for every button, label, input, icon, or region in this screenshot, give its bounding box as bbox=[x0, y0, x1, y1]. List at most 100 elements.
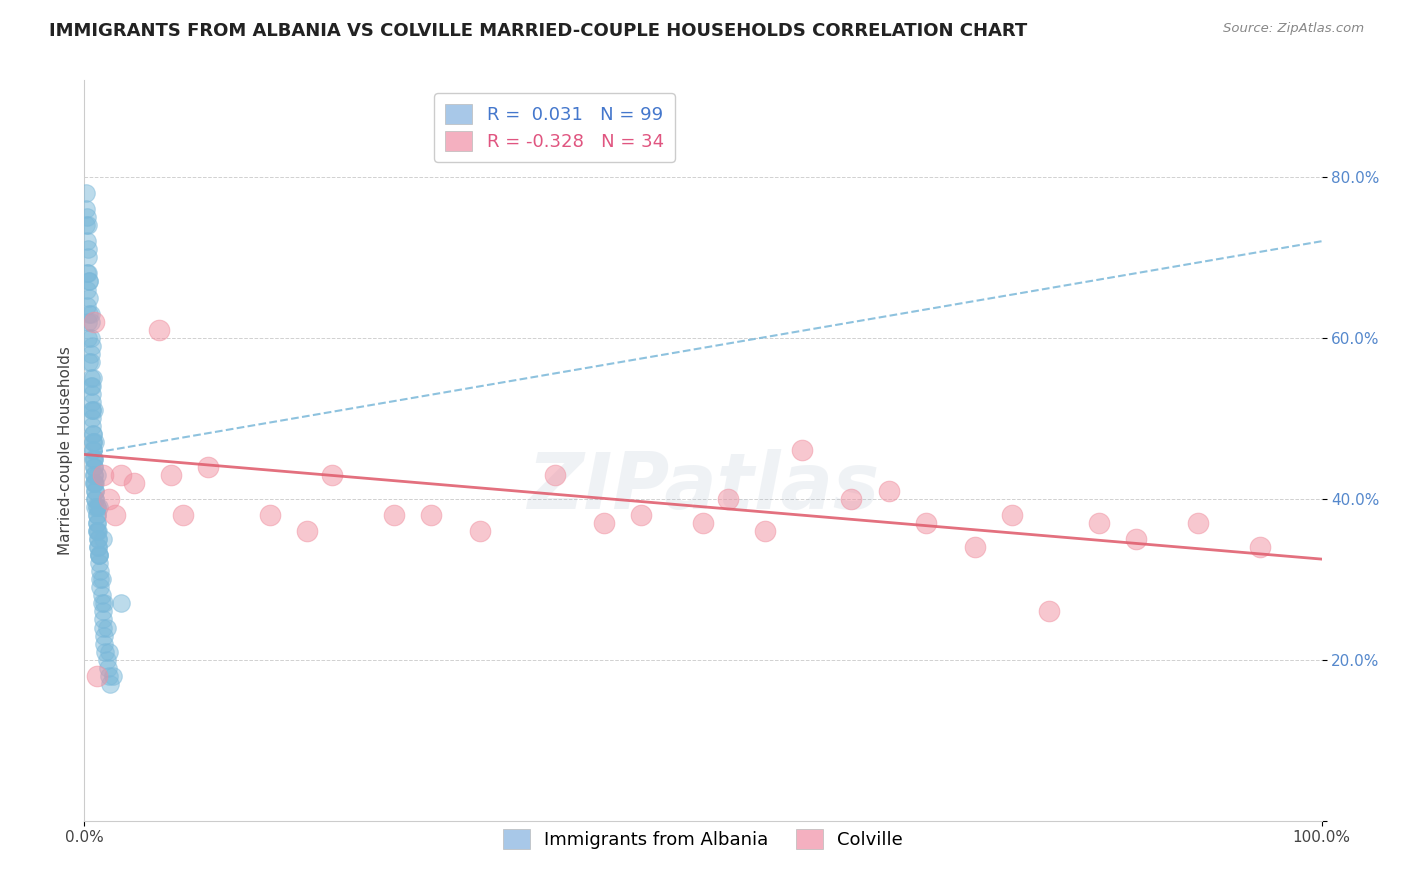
Point bbox=[86, 516, 108, 530]
Point bbox=[965, 540, 987, 554]
Point bbox=[80, 411, 103, 425]
Point bbox=[86, 508, 108, 522]
Point bbox=[83, 475, 105, 490]
Point bbox=[76, 299, 98, 313]
Point bbox=[470, 524, 492, 538]
Point bbox=[83, 467, 105, 482]
Point bbox=[197, 459, 219, 474]
Point bbox=[89, 556, 111, 570]
Point bbox=[91, 532, 114, 546]
Point bbox=[82, 443, 104, 458]
Point bbox=[84, 475, 107, 490]
Point bbox=[89, 580, 111, 594]
Text: IMMIGRANTS FROM ALBANIA VS COLVILLE MARRIED-COUPLE HOUSEHOLDS CORRELATION CHART: IMMIGRANTS FROM ALBANIA VS COLVILLE MARR… bbox=[49, 22, 1028, 40]
Point bbox=[83, 459, 105, 474]
Point bbox=[630, 508, 652, 522]
Point bbox=[98, 669, 121, 683]
Point bbox=[543, 467, 565, 482]
Point bbox=[80, 419, 103, 434]
Point bbox=[86, 500, 108, 514]
Point bbox=[1249, 540, 1271, 554]
Point bbox=[1088, 516, 1111, 530]
Point bbox=[89, 548, 111, 562]
Point bbox=[295, 524, 318, 538]
Point bbox=[91, 467, 114, 482]
Point bbox=[89, 548, 111, 562]
Point bbox=[84, 483, 107, 498]
Point bbox=[90, 588, 112, 602]
Point bbox=[419, 508, 441, 522]
Point bbox=[89, 572, 111, 586]
Point bbox=[79, 315, 101, 329]
Point bbox=[754, 524, 776, 538]
Point bbox=[82, 371, 104, 385]
Point bbox=[94, 645, 117, 659]
Point bbox=[75, 186, 97, 200]
Point bbox=[87, 532, 110, 546]
Point bbox=[79, 275, 101, 289]
Point bbox=[148, 323, 170, 337]
Point bbox=[91, 620, 114, 634]
Point bbox=[80, 395, 103, 409]
Point bbox=[259, 508, 281, 522]
Point bbox=[82, 443, 104, 458]
Point bbox=[98, 645, 121, 659]
Text: ZIPatlas: ZIPatlas bbox=[527, 450, 879, 525]
Point bbox=[87, 524, 110, 538]
Point bbox=[1125, 532, 1147, 546]
Point bbox=[75, 218, 97, 232]
Point bbox=[90, 596, 112, 610]
Point bbox=[172, 508, 194, 522]
Point bbox=[692, 516, 714, 530]
Point bbox=[86, 669, 108, 683]
Point bbox=[77, 331, 100, 345]
Point bbox=[790, 443, 813, 458]
Point bbox=[110, 596, 132, 610]
Point bbox=[87, 532, 110, 546]
Point bbox=[77, 315, 100, 329]
Point bbox=[122, 475, 145, 490]
Point bbox=[79, 307, 101, 321]
Point bbox=[83, 475, 105, 490]
Point bbox=[96, 620, 118, 634]
Point bbox=[84, 491, 107, 506]
Point bbox=[79, 355, 101, 369]
Point bbox=[98, 677, 121, 691]
Point bbox=[97, 661, 120, 675]
Point bbox=[593, 516, 616, 530]
Point bbox=[87, 540, 110, 554]
Point bbox=[914, 516, 936, 530]
Point bbox=[86, 508, 108, 522]
Point bbox=[82, 435, 104, 450]
Y-axis label: Married-couple Households: Married-couple Households bbox=[58, 346, 73, 555]
Point bbox=[84, 500, 107, 514]
Text: Source: ZipAtlas.com: Source: ZipAtlas.com bbox=[1223, 22, 1364, 36]
Point bbox=[79, 291, 101, 305]
Point bbox=[80, 403, 103, 417]
Point bbox=[86, 516, 108, 530]
Point bbox=[77, 242, 100, 256]
Point bbox=[79, 347, 101, 361]
Point bbox=[80, 403, 103, 417]
Point bbox=[110, 467, 132, 482]
Point bbox=[79, 379, 101, 393]
Point bbox=[83, 315, 105, 329]
Point bbox=[75, 202, 97, 216]
Point bbox=[79, 307, 101, 321]
Point bbox=[82, 435, 104, 450]
Point bbox=[1038, 604, 1060, 618]
Point bbox=[93, 637, 115, 651]
Point bbox=[382, 508, 405, 522]
Point bbox=[83, 459, 105, 474]
Point bbox=[83, 451, 105, 466]
Point bbox=[79, 355, 101, 369]
Point bbox=[89, 564, 111, 578]
Point bbox=[1187, 516, 1209, 530]
Point bbox=[79, 371, 101, 385]
Point bbox=[93, 596, 115, 610]
Point bbox=[87, 540, 110, 554]
Point bbox=[76, 210, 98, 224]
Point bbox=[101, 669, 124, 683]
Point bbox=[89, 548, 111, 562]
Point bbox=[89, 500, 111, 514]
